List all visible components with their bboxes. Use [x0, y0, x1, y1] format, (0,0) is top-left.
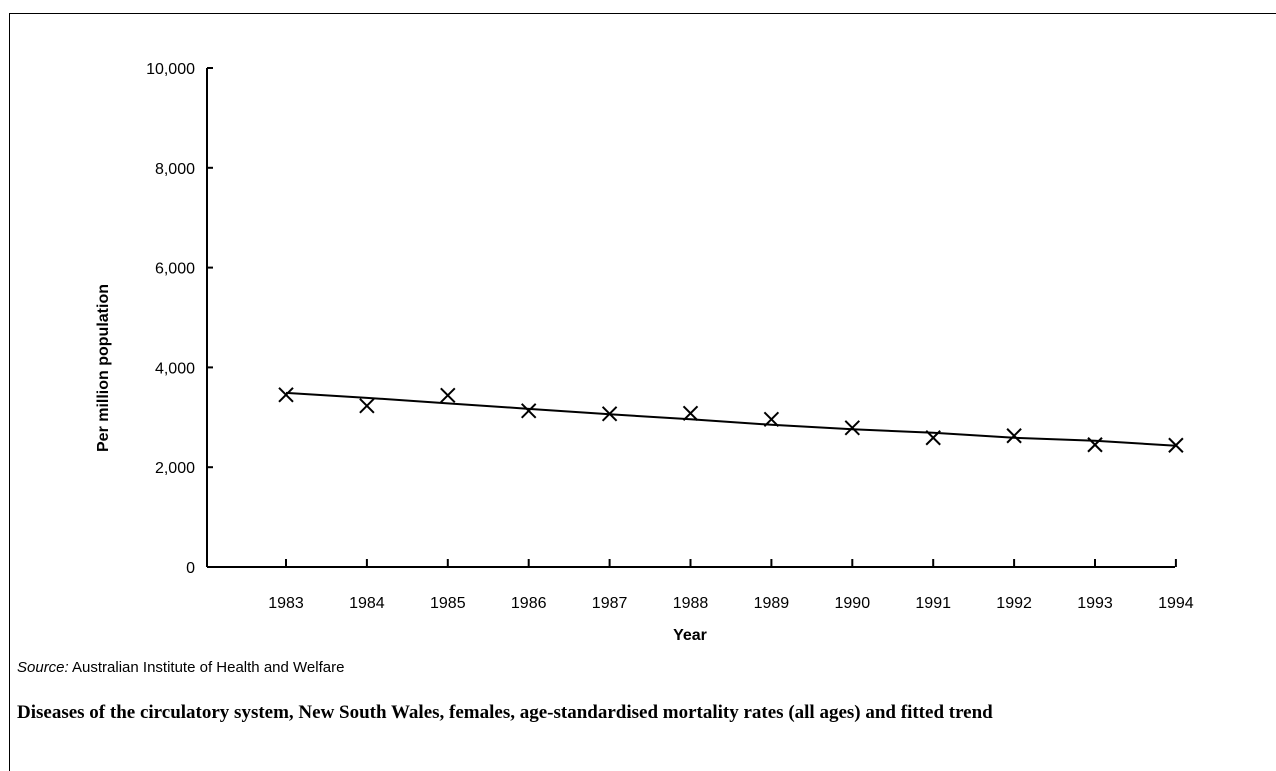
y-tick-label: 10,000	[146, 61, 195, 78]
data-point-marker	[844, 420, 861, 436]
chart-marks	[278, 387, 1184, 453]
y-tick-label: 4,000	[155, 360, 195, 377]
x-tick-label: 1986	[511, 595, 547, 612]
y-tick-label: 2,000	[155, 460, 195, 477]
x-tick-label: 1994	[1158, 595, 1194, 612]
x-tick-label: 1989	[754, 595, 790, 612]
source-note: Source: Australian Institute of Health a…	[17, 659, 344, 676]
data-point-marker	[1087, 437, 1103, 453]
marker-stroke	[520, 403, 537, 419]
x-tick-label: 1983	[268, 595, 304, 612]
y-tick-label: 0	[186, 560, 195, 577]
x-axis-ticks: 1983 1984 1985 1986 1987 1988 1989 1990 1991 1992…	[268, 559, 1194, 612]
data-point-marker	[925, 430, 941, 446]
marker-stroke	[925, 430, 941, 446]
marker-stroke	[601, 406, 618, 422]
marker-stroke	[359, 398, 375, 414]
x-axis-title: Year	[673, 627, 707, 644]
x-tick-label: 1988	[673, 595, 709, 612]
fitted-trend-line	[285, 391, 1176, 447]
x-tick-label: 1985	[430, 595, 466, 612]
y-tick-label: 8,000	[155, 161, 195, 178]
figure-caption: Diseases of the circulatory system, New …	[17, 702, 993, 723]
marker-stroke	[278, 387, 294, 403]
data-point-marker	[1168, 437, 1184, 453]
x-tick-label: 1984	[349, 595, 385, 612]
chart-frame	[9, 13, 1276, 771]
y-axis-title: Per million population	[95, 284, 112, 452]
data-point-marker	[601, 406, 618, 422]
marker-stroke	[1168, 437, 1184, 453]
marker-stroke	[440, 387, 456, 404]
data-point-marker	[682, 405, 699, 422]
data-point-marker	[278, 387, 294, 403]
data-point-marker	[440, 387, 456, 404]
data-point-marker	[359, 398, 375, 414]
marker-stroke	[844, 420, 861, 436]
source-label: Source:	[17, 659, 69, 676]
data-point-marker	[520, 403, 537, 419]
marker-stroke	[763, 411, 780, 428]
x-tick-label: 1992	[996, 595, 1032, 612]
marker-stroke	[1087, 437, 1103, 453]
marker-stroke	[1006, 428, 1022, 444]
x-tick-label: 1991	[915, 595, 951, 612]
data-point-marker	[1006, 428, 1022, 444]
chart-axes	[206, 68, 1175, 568]
marker-stroke	[682, 405, 699, 422]
y-axis-ticks: 0 2,000 4,000 6,000 8,000 10,000	[146, 61, 213, 577]
data-point-marker	[763, 411, 780, 428]
x-tick-label: 1993	[1077, 595, 1113, 612]
source-text: Australian Institute of Health and Welfa…	[68, 659, 345, 676]
x-tick-label: 1990	[835, 595, 871, 612]
y-tick-label: 6,000	[155, 261, 195, 278]
x-tick-label: 1987	[592, 595, 628, 612]
